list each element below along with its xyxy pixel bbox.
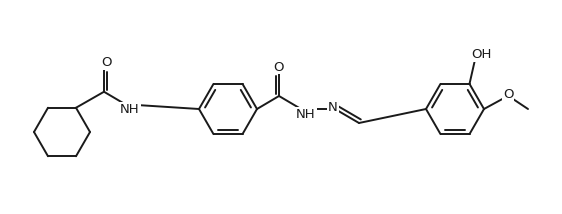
Text: N: N [328,101,338,113]
Text: OH: OH [472,48,492,61]
Text: NH: NH [296,107,316,120]
Text: O: O [274,61,284,73]
Text: O: O [101,56,111,69]
Text: NH: NH [120,103,140,116]
Text: O: O [503,88,513,101]
